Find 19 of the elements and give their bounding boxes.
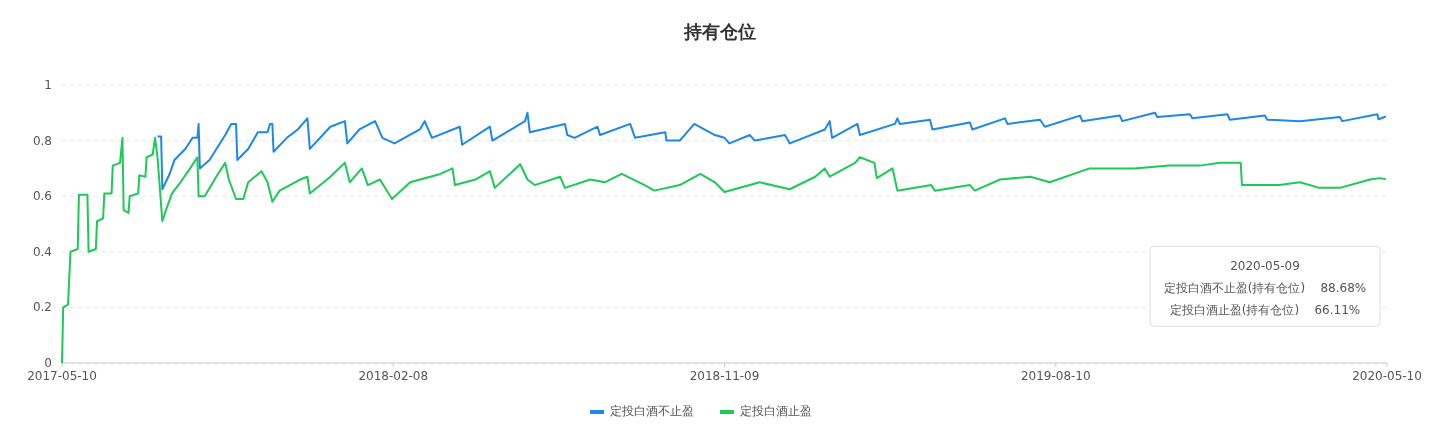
chart-title: 持有仓位 — [683, 21, 756, 42]
y-tick-label: 0.6 — [32, 189, 52, 204]
legend-label: 定投白酒止盈 — [740, 404, 812, 418]
line-series — [156, 111, 1387, 191]
legend-label: 定投白酒不止盈 — [610, 404, 694, 418]
annotation: 2020-05-09 — [1230, 259, 1300, 274]
annotation: 定投白酒止盈(持有仓位) 66.11% — [1169, 303, 1361, 318]
x-tick-label: 2018-11-09 — [689, 369, 760, 383]
x-tick-label: 2017-05-10 — [27, 369, 97, 383]
x-tick-label: 2019-08-10 — [1020, 369, 1091, 383]
x-tick-label: 2020-05-10 — [1352, 369, 1422, 383]
y-tick-label: 1 — [44, 78, 52, 92]
y-tick-label: 0.4 — [32, 244, 52, 259]
y-tick-label: 0.2 — [32, 300, 52, 315]
y-tick-label: 0.8 — [32, 133, 52, 148]
x-tick-label: 2018-02-08 — [358, 369, 429, 383]
annotation: 定投白酒不止盈(持有仓位) 88.68% — [1163, 281, 1367, 296]
y-tick-label: 0 — [44, 356, 52, 370]
line-series — [61, 136, 1387, 364]
